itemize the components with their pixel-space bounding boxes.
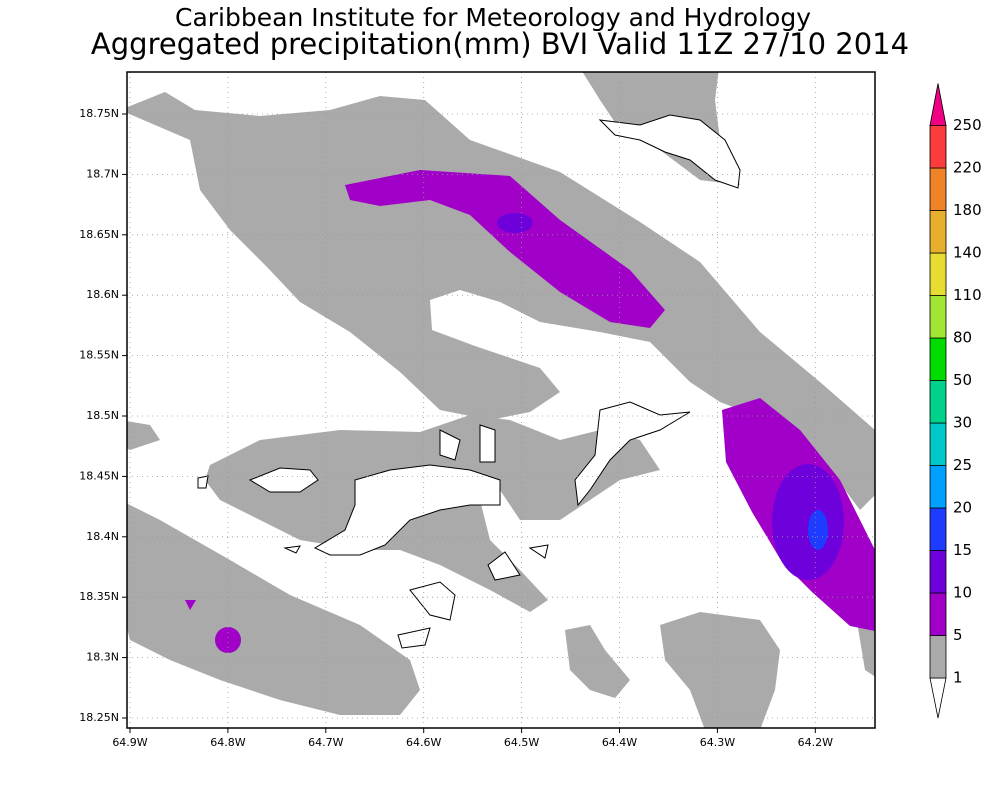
island xyxy=(197,475,209,489)
precip-area xyxy=(565,625,630,698)
colorbar-label: 1 xyxy=(953,669,963,687)
colorbar-segment xyxy=(929,295,947,339)
precip-area xyxy=(205,415,660,612)
lon-tick-label: 64.6W xyxy=(406,736,441,749)
title-line2: Aggregated precipitation(mm) BVI Valid 1… xyxy=(91,27,909,61)
colorbar-segment xyxy=(929,507,947,551)
colorbar-label: 25 xyxy=(953,456,972,474)
colorbar-label: 20 xyxy=(953,499,972,517)
lat-tick-label: 18.75N xyxy=(79,107,119,120)
precip-area xyxy=(772,464,844,580)
colorbar-label: 5 xyxy=(953,626,963,644)
colorbar-segment xyxy=(929,592,947,636)
colorbar-label: 180 xyxy=(953,201,982,219)
colorbar-segment xyxy=(929,422,947,466)
lon-tick-label: 64.7W xyxy=(308,736,343,749)
colorbar-label: 140 xyxy=(953,244,982,262)
lat-tick-label: 18.4N xyxy=(86,530,119,543)
island xyxy=(313,464,501,556)
lat-tick-label: 18.7N xyxy=(86,167,119,180)
lat-tick-label: 18.3N xyxy=(86,651,119,664)
lat-tick-label: 18.55N xyxy=(79,349,119,362)
colorbar-label: 30 xyxy=(953,414,972,432)
title-line1: Caribbean Institute for Meteorology and … xyxy=(175,3,811,32)
colorbar-label: 250 xyxy=(953,116,982,134)
lat-tick-label: 18.25N xyxy=(79,711,119,724)
colorbar-segment xyxy=(929,167,947,211)
lon-tick-label: 64.3W xyxy=(700,736,735,749)
precip-area xyxy=(345,170,665,328)
lat-tick-label: 18.65N xyxy=(79,228,119,241)
colorbar-segment xyxy=(929,210,947,254)
colorbar-label: 10 xyxy=(953,584,972,602)
precip-area xyxy=(185,600,196,610)
lon-tick-label: 64.8W xyxy=(210,736,245,749)
lon-tick-label: 64.5W xyxy=(504,736,539,749)
colorbar-segment xyxy=(929,337,947,381)
lon-tick-label: 64.4W xyxy=(602,736,637,749)
island xyxy=(479,424,496,463)
colorbar-segment xyxy=(929,380,947,424)
precip-area xyxy=(808,510,828,550)
island xyxy=(598,114,741,189)
colorbar-segment xyxy=(929,550,947,594)
graticule: 18.75N 18.7N 18.65N 18.6N 18.55N 18.5N 18.45N 1… xyxy=(79,72,875,749)
precip-area xyxy=(215,627,241,653)
colorbar-segment xyxy=(929,677,947,719)
island xyxy=(439,429,461,461)
colorbar-label: 50 xyxy=(953,371,972,389)
island xyxy=(487,551,521,581)
colorbar-label: 80 xyxy=(953,329,972,347)
colorbar-label: 220 xyxy=(953,159,982,177)
precip-area xyxy=(497,213,533,233)
lat-tick-label: 18.35N xyxy=(79,590,119,603)
colorbar-segment xyxy=(929,125,947,169)
colorbar-segment xyxy=(929,635,947,679)
island xyxy=(397,627,431,649)
island xyxy=(528,544,549,559)
island xyxy=(409,581,456,621)
island xyxy=(574,401,691,507)
precip-area xyxy=(127,503,420,715)
lat-tick-label: 18.45N xyxy=(79,469,119,482)
lon-tick-label: 64.2W xyxy=(798,736,833,749)
precip-field xyxy=(127,72,875,728)
lat-tick-label: 18.5N xyxy=(86,409,119,422)
colorbar-segment xyxy=(929,83,947,126)
lon-tick-label: 64.9W xyxy=(112,736,147,749)
precip-area xyxy=(660,612,780,728)
island xyxy=(283,545,301,554)
lat-tick-label: 18.6N xyxy=(86,288,119,301)
colorbar-label: 110 xyxy=(953,286,982,304)
precip-area xyxy=(127,92,875,510)
islands xyxy=(197,114,741,649)
precip-area xyxy=(127,421,160,450)
colorbar-segment xyxy=(929,252,947,296)
map-frame xyxy=(126,71,876,729)
island xyxy=(248,467,319,493)
colorbar-label: 15 xyxy=(953,541,972,559)
colorbar-segment xyxy=(929,465,947,509)
